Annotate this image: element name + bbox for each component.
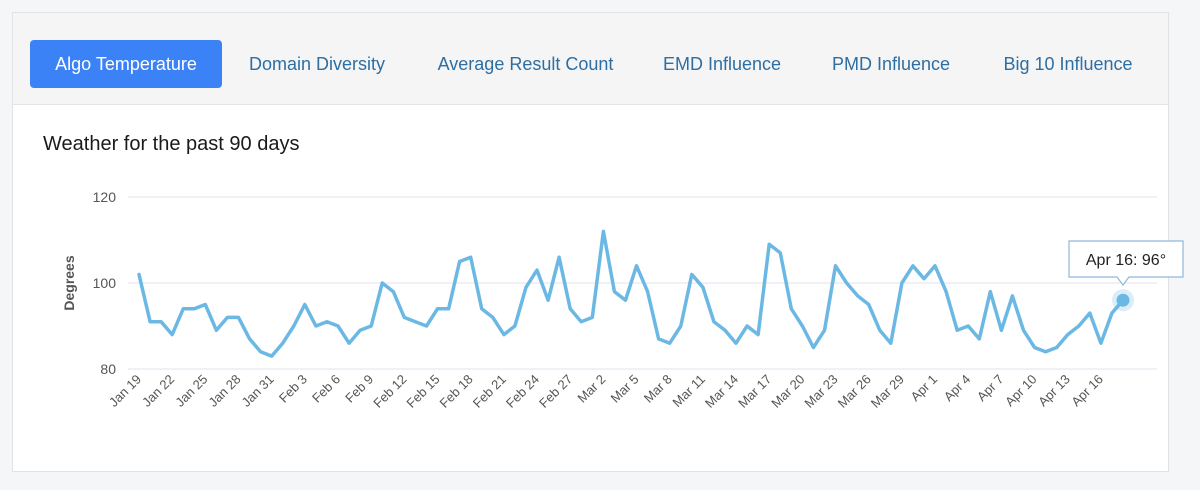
x-tick-label: Jan 22 [139, 372, 177, 410]
y-tick-label: 100 [93, 275, 117, 291]
x-tick-label: Mar 5 [608, 372, 642, 406]
x-tick-label: Mar 29 [868, 372, 907, 411]
x-tick-label: Feb 27 [536, 372, 575, 411]
y-tick-label: 80 [100, 361, 116, 377]
tab-pmd-influence[interactable]: PMD Influence [831, 54, 951, 74]
x-tick-label: Jan 28 [205, 372, 243, 410]
x-tick-label: Mar 26 [835, 372, 874, 411]
tab-emd-influence[interactable]: EMD Influence [662, 54, 782, 74]
tab-domain-diversity[interactable]: Domain Diversity [248, 54, 386, 74]
y-axis-label: Degrees [61, 255, 77, 310]
x-tick-label: Feb 21 [470, 372, 509, 411]
tab-big-10-influence[interactable]: Big 10 Influence [1003, 54, 1133, 74]
x-tick-label: Feb 12 [370, 372, 409, 411]
x-tick-label: Apr 10 [1002, 372, 1040, 410]
x-tick-label: Feb 3 [276, 372, 310, 406]
x-tick-label: Feb 15 [403, 372, 442, 411]
x-tick-label: Apr 13 [1035, 372, 1073, 410]
tab-average-result-count[interactable]: Average Result Count [437, 54, 614, 74]
x-tick-label: Mar 17 [735, 372, 774, 411]
x-tick-label: Jan 31 [239, 372, 277, 410]
x-tick-label: Mar 11 [669, 372, 708, 411]
tooltip-box [1068, 240, 1184, 286]
tooltip-text: Apr 16: 96° [1086, 252, 1166, 269]
series-line[interactable] [137, 229, 1125, 358]
x-tick-label: Mar 14 [702, 372, 741, 411]
x-tick-label: Feb 18 [437, 372, 476, 411]
x-tick-label: Apr 1 [908, 372, 941, 405]
x-tick-label: Jan 25 [172, 372, 210, 410]
x-tick-label: Feb 6 [309, 372, 343, 406]
x-tick-label: Jan 19 [106, 372, 144, 410]
tooltip: Apr 16: 96° [1068, 240, 1184, 286]
highlight-point[interactable] [1116, 293, 1130, 307]
tab-bar: Algo Temperature Domain Diversity Averag… [13, 13, 1168, 105]
tab-algo-temperature[interactable]: Algo Temperature [30, 40, 222, 88]
x-tick-label: Apr 4 [941, 372, 974, 405]
y-axis-ticks: 80 100 120 [93, 189, 117, 377]
x-tick-label: Mar 2 [574, 372, 608, 406]
x-tick-label: Mar 23 [801, 372, 840, 411]
x-tick-label: Apr 16 [1068, 372, 1106, 410]
chart-title: Weather for the past 90 days [43, 133, 300, 155]
x-tick-label: Feb 24 [503, 372, 542, 411]
x-tick-label: Mar 20 [768, 372, 807, 411]
chart-panel: Algo Temperature Domain Diversity Averag… [12, 12, 1169, 472]
y-tick-label: 120 [93, 189, 117, 205]
